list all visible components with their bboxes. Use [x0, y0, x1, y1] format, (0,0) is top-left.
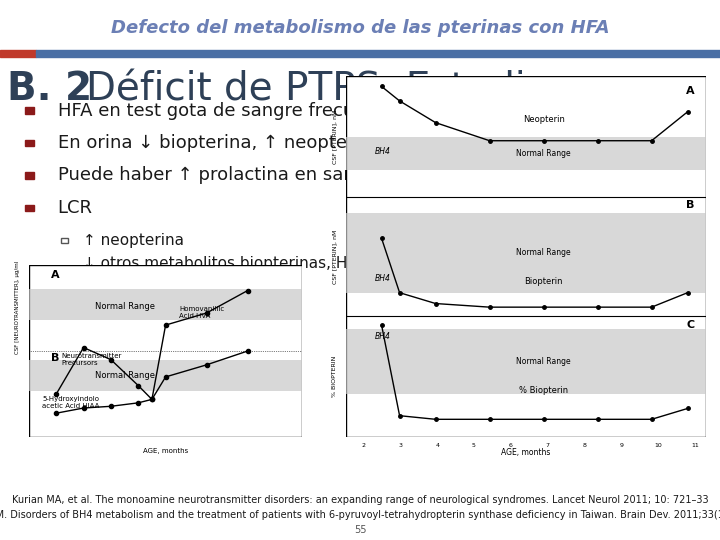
Text: Neopterin: Neopterin [523, 114, 564, 124]
Bar [61, 270, 68, 275]
Text: 5: 5 [472, 443, 476, 448]
Text: Normal Range: Normal Range [516, 248, 571, 258]
Text: ↑ neopterina: ↑ neopterina [83, 233, 184, 248]
Bar [346, 137, 706, 170]
Text: 11: 11 [691, 443, 698, 448]
Text: B. 2: B. 2 [7, 70, 92, 108]
Text: Normal Range: Normal Range [516, 357, 571, 366]
Text: BH4: BH4 [374, 332, 390, 341]
Text: A: A [50, 270, 59, 280]
Text: Déficit de PTPS: Estudio: Déficit de PTPS: Estudio [86, 70, 550, 108]
Text: A: A [686, 86, 695, 97]
Text: Normal Range: Normal Range [94, 301, 155, 310]
Text: Niu D-M. Disorders of BH4 metabolism and the treatment of patients with 6-pyruvo: Niu D-M. Disorders of BH4 metabolism and… [0, 510, 720, 520]
Bar [25, 107, 34, 114]
Bar [25, 172, 34, 179]
Text: 8: 8 [582, 443, 586, 448]
Text: CSF [PTERIN], nM: CSF [PTERIN], nM [333, 110, 337, 164]
Text: Puede haber ↑ prolactina en sangre: Puede haber ↑ prolactina en sangre [58, 166, 384, 185]
Text: BH4: BH4 [374, 147, 390, 156]
Text: ↓ otros metabolitos biopterinas, HVA y
5-HIAA: ↓ otros metabolitos biopterinas, HVA y 5… [83, 256, 381, 289]
Bar [25, 140, 34, 146]
Bar [0, 50, 36, 57]
Text: 5-Hydroxyindolo
acetic Acid HIAA: 5-Hydroxyindolo acetic Acid HIAA [42, 396, 100, 409]
Text: 3: 3 [398, 443, 402, 448]
Text: Normal Range: Normal Range [94, 370, 155, 380]
Bar [25, 205, 34, 211]
Text: B: B [686, 200, 695, 211]
Text: % BIOPTERIN: % BIOPTERIN [333, 355, 337, 396]
Text: AGE, months: AGE, months [501, 448, 550, 457]
Bar [29, 360, 302, 391]
Bar [61, 238, 68, 243]
Text: HFA en test gota de sangre frecuente: HFA en test gota de sangre frecuente [58, 102, 395, 120]
Text: C: C [687, 320, 695, 330]
Text: Neurotransmitter
Precursors: Neurotransmitter Precursors [62, 353, 122, 366]
Bar [346, 213, 706, 293]
Text: 55: 55 [354, 524, 366, 535]
Text: 4: 4 [435, 443, 439, 448]
Text: CSF [NEUROTRANSMITTER], µg/ml: CSF [NEUROTRANSMITTER], µg/ml [15, 261, 20, 354]
Text: CSF [PTERIN], nM: CSF [PTERIN], nM [333, 230, 337, 284]
Text: 10: 10 [654, 443, 662, 448]
Bar [36, 50, 720, 57]
Bar [29, 289, 302, 320]
Text: % Biopterin: % Biopterin [519, 386, 568, 395]
Text: En orina ↓ biopterina, ↑ neopterina: En orina ↓ biopterina, ↑ neopterina [58, 134, 382, 152]
Text: AGE, months: AGE, months [143, 448, 188, 454]
Text: 7: 7 [546, 443, 549, 448]
Text: Homovanillic
Acid HVA: Homovanillic Acid HVA [179, 307, 225, 320]
Text: Defecto del metabolismo de las pterinas con HFA: Defecto del metabolismo de las pterinas … [111, 19, 609, 37]
Text: LCR: LCR [58, 199, 93, 217]
Bar [346, 329, 706, 394]
Text: B: B [50, 353, 59, 363]
Text: 9: 9 [619, 443, 624, 448]
Text: Kurian MA, et al. The monoamine neurotransmitter disorders: an expanding range o: Kurian MA, et al. The monoamine neurotra… [12, 495, 708, 505]
Text: 2: 2 [361, 443, 366, 448]
Text: 6: 6 [509, 443, 513, 448]
Text: Normal Range: Normal Range [516, 149, 571, 158]
Text: Biopterin: Biopterin [524, 278, 563, 286]
Text: BH4: BH4 [374, 274, 390, 283]
